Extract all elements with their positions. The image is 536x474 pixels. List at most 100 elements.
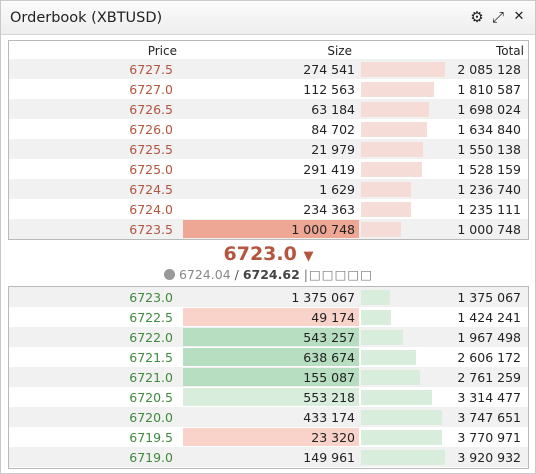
total-cell: 1 528 159	[457, 162, 521, 177]
size-change-highlight	[183, 308, 359, 326]
total-cell: 1 698 024	[457, 102, 521, 117]
total-cell: 1 375 067	[457, 290, 521, 305]
price-cell[interactable]: 6719.5	[129, 430, 173, 445]
price-cell[interactable]: 6725.5	[129, 142, 173, 157]
size-cell[interactable]: 23 320	[311, 430, 355, 445]
size-cell[interactable]: 155 087	[303, 370, 355, 385]
depth-bar	[361, 370, 420, 385]
ask-row[interactable]: 6725.0 291 419 1 528 159	[9, 159, 528, 179]
price-cell[interactable]: 6724.5	[129, 182, 173, 197]
price-down-arrow-icon: ▼	[303, 249, 314, 264]
total-cell: 1 235 111	[457, 202, 521, 217]
size-change-highlight	[183, 220, 359, 238]
total-cell: 1 236 740	[457, 182, 521, 197]
bid-row[interactable]: 6721.5 638 674 2 606 172	[9, 347, 528, 367]
size-cell[interactable]: 274 541	[303, 62, 355, 77]
ask-row[interactable]: 6727.0 112 563 1 810 587	[9, 79, 528, 99]
depth-bar	[361, 390, 432, 405]
total-cell: 1 550 138	[457, 142, 521, 157]
size-cell[interactable]: 433 174	[303, 410, 355, 425]
size-change-highlight	[183, 388, 359, 406]
price-cell[interactable]: 6723.5	[129, 222, 173, 237]
bid-row[interactable]: 6719.0 149 961 3 920 932	[9, 447, 528, 467]
ask-row[interactable]: 6723.5 1 000 748 1 000 748	[9, 219, 528, 239]
expand-icon[interactable]: ⤢	[491, 8, 504, 26]
total-cell: 3 770 971	[457, 430, 521, 445]
last-price-value: 6723.0	[223, 243, 297, 265]
connection-indicator: |□□□□□	[303, 267, 374, 282]
size-cell[interactable]: 84 702	[311, 122, 355, 137]
bid-row[interactable]: 6721.0 155 087 2 761 259	[9, 367, 528, 387]
size-cell[interactable]: 1 000 748	[291, 222, 355, 237]
size-column-header: Size	[327, 44, 352, 58]
depth-bar	[361, 350, 416, 365]
price-column-header: Price	[147, 44, 177, 58]
total-cell: 2 761 259	[457, 370, 521, 385]
total-cell: 1 424 241	[457, 310, 521, 325]
total-cell: 2 085 128	[457, 62, 521, 77]
price-cell[interactable]: 6727.0	[129, 82, 173, 97]
depth-bar	[361, 202, 411, 217]
size-cell[interactable]: 638 674	[303, 350, 355, 365]
size-cell[interactable]: 112 563	[303, 82, 355, 97]
price-cell[interactable]: 6726.5	[129, 102, 173, 117]
price-cell[interactable]: 6723.0	[129, 290, 173, 305]
depth-bar	[361, 222, 401, 237]
price-cell[interactable]: 6720.5	[129, 390, 173, 405]
size-cell[interactable]: 291 419	[303, 162, 355, 177]
bid-row[interactable]: 6720.0 433 174 3 747 651	[9, 407, 528, 427]
size-cell[interactable]: 1 629	[319, 182, 355, 197]
bid-row[interactable]: 6723.0 1 375 067 1 375 067	[9, 287, 528, 307]
ask-row[interactable]: 6725.5 21 979 1 550 138	[9, 139, 528, 159]
total-cell: 2 606 172	[457, 350, 521, 365]
asks-table: Price Size Total 6727.5 274 541 2 085 128 6…	[8, 40, 529, 240]
size-cell[interactable]: 1 375 067	[291, 290, 355, 305]
depth-bar	[361, 62, 445, 77]
total-cell: 1 967 498	[457, 330, 521, 345]
window-titlebar[interactable]: Orderbook (XBTUSD) ⚙ ⤢ ✕	[1, 1, 535, 35]
size-change-highlight	[183, 348, 359, 366]
size-cell[interactable]: 553 218	[303, 390, 355, 405]
price-cell[interactable]: 6726.0	[129, 122, 173, 137]
bid-row[interactable]: 6719.5 23 320 3 770 971	[9, 427, 528, 447]
bid-row[interactable]: 6720.5 553 218 3 314 477	[9, 387, 528, 407]
depth-bar	[361, 182, 411, 197]
ask-row[interactable]: 6726.5 63 184 1 698 024	[9, 99, 528, 119]
total-cell: 3 314 477	[457, 390, 521, 405]
depth-bar	[361, 410, 442, 425]
total-cell: 3 747 651	[457, 410, 521, 425]
price-cell[interactable]: 6720.0	[129, 410, 173, 425]
depth-bar	[361, 122, 427, 137]
depth-bar	[361, 450, 445, 465]
size-cell[interactable]: 149 961	[303, 450, 355, 465]
price-cell[interactable]: 6722.0	[129, 330, 173, 345]
ask-row[interactable]: 6727.5 274 541 2 085 128	[9, 59, 528, 79]
close-icon[interactable]: ✕	[513, 9, 525, 24]
price-cell[interactable]: 6724.0	[129, 202, 173, 217]
globe-icon	[163, 269, 175, 280]
size-cell[interactable]: 63 184	[311, 102, 355, 117]
ask-row[interactable]: 6724.5 1 629 1 236 740	[9, 179, 528, 199]
size-cell[interactable]: 21 979	[311, 142, 355, 157]
price-cell[interactable]: 6719.0	[129, 450, 173, 465]
bid-row[interactable]: 6722.5 49 174 1 424 241	[9, 307, 528, 327]
window-title: Orderbook (XBTUSD)	[10, 10, 163, 26]
size-cell[interactable]: 543 257	[303, 330, 355, 345]
ask-row[interactable]: 6724.0 234 363 1 235 111	[9, 199, 528, 219]
depth-bar	[361, 162, 422, 177]
total-cell: 1 000 748	[457, 222, 521, 237]
price-cell[interactable]: 6722.5	[129, 310, 173, 325]
size-change-highlight	[183, 428, 359, 446]
price-cell[interactable]: 6721.0	[129, 370, 173, 385]
size-cell[interactable]: 49 174	[311, 310, 355, 325]
ask-row[interactable]: 6726.0 84 702 1 634 840	[9, 119, 528, 139]
depth-bar	[361, 330, 403, 345]
mid-price-panel: 6723.0 ▼ 6724.04 / 6724.62 |□□□□□	[8, 240, 529, 284]
price-cell[interactable]: 6727.5	[129, 62, 173, 77]
price-cell[interactable]: 6721.5	[129, 350, 173, 365]
price-cell[interactable]: 6725.0	[129, 162, 173, 177]
bid-row[interactable]: 6722.0 543 257 1 967 498	[9, 327, 528, 347]
size-cell[interactable]: 234 363	[303, 202, 355, 217]
settings-gear-icon[interactable]: ⚙	[470, 8, 484, 26]
